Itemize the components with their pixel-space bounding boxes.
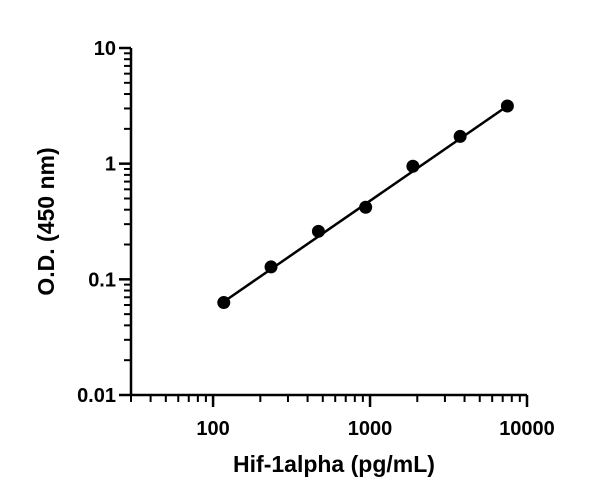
x-ticks: 100 1000 10000 (130, 395, 555, 440)
x-axis-title: Hif-1alpha (pg/mL) (233, 451, 435, 477)
data-point (311, 224, 325, 238)
y-tick-label: 0.01 (77, 385, 116, 407)
data-point (500, 99, 514, 113)
x-tick-label: 1000 (348, 418, 393, 440)
y-tick-label: 0.1 (88, 269, 116, 291)
y-ticks: 0.01 0.1 1 10 (77, 38, 131, 407)
x-tick-label: 10000 (499, 418, 555, 440)
data-point (264, 260, 278, 274)
y-axis-title: O.D. (450 nm) (33, 147, 59, 295)
data-point (406, 159, 420, 173)
data-point (453, 129, 467, 143)
data-point (217, 296, 231, 310)
x-tick-label: 100 (196, 418, 229, 440)
y-tick-label: 10 (94, 38, 116, 60)
plot-area (217, 99, 514, 310)
data-points (217, 99, 514, 310)
axes (129, 48, 527, 397)
data-point (359, 200, 373, 214)
y-tick-label: 1 (105, 154, 116, 176)
